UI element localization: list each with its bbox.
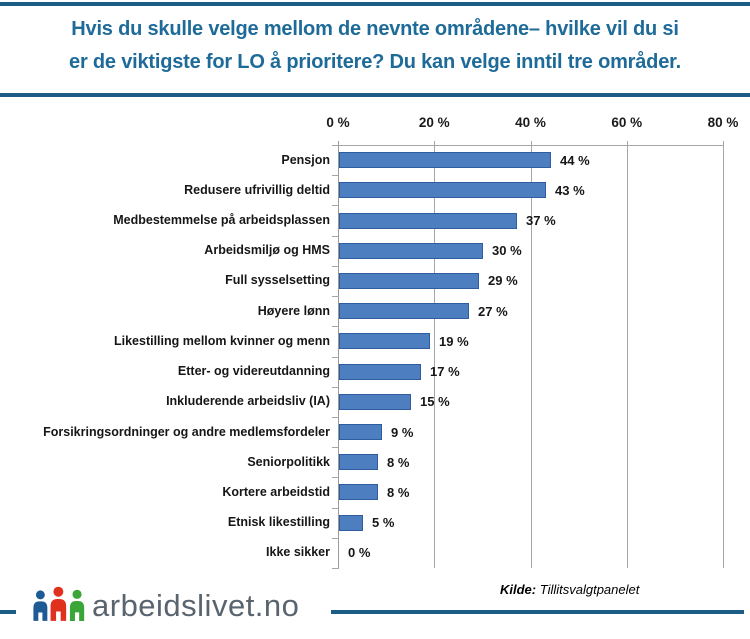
category-axis-tick <box>332 326 339 327</box>
value-label: 29 % <box>488 273 518 288</box>
category-axis-tick <box>332 205 339 206</box>
three-people-icon <box>33 586 85 621</box>
category-axis-tick <box>332 538 339 539</box>
value-axis-line <box>332 145 724 146</box>
logo-text: arbeidslivet.no <box>92 588 300 623</box>
bar <box>339 333 430 349</box>
value-label: 15 % <box>420 394 450 409</box>
category-axis-tick <box>332 145 339 146</box>
category-axis-tick <box>332 387 339 388</box>
category-label: Arbeidsmiljø og HMS <box>204 243 330 257</box>
bar <box>339 484 378 500</box>
value-label: 8 % <box>387 455 410 470</box>
category-axis-line <box>338 141 339 568</box>
category-axis-tick <box>332 447 339 448</box>
category-label: Inkluderende arbeidsliv (IA) <box>166 394 330 408</box>
category-axis-tick <box>332 508 339 509</box>
value-label: 30 % <box>492 243 522 258</box>
bar <box>339 454 378 470</box>
footer-right-rule <box>331 610 744 614</box>
value-axis-tick-label: 60 % <box>611 115 643 130</box>
bar <box>339 364 421 380</box>
gridline <box>434 141 435 568</box>
category-label: Full sysselsetting <box>225 273 330 287</box>
value-label: 43 % <box>555 183 585 198</box>
category-axis-tick <box>332 266 339 267</box>
value-label: 9 % <box>391 425 414 440</box>
title-bottom-rule <box>0 93 750 97</box>
value-label: 0 % <box>348 545 371 560</box>
category-label: Ikke sikker <box>266 545 330 559</box>
source-text: Tillitsvalgtpanelet <box>539 582 640 597</box>
question-title: Hvis du skulle velge mellom de nevnte om… <box>0 13 750 79</box>
value-label: 37 % <box>526 213 556 228</box>
value-axis-tick-label: 0 % <box>326 115 350 130</box>
category-axis-tick <box>332 568 339 569</box>
category-axis-tick <box>332 296 339 297</box>
bar <box>339 243 483 259</box>
category-label: Etter- og videreutdanning <box>177 364 330 378</box>
gridline <box>627 141 628 568</box>
value-label: 44 % <box>560 153 590 168</box>
source-note: Kilde: Tillitsvalgtpanelet <box>500 582 639 597</box>
category-axis-tick <box>332 357 339 358</box>
bar <box>339 273 479 289</box>
bar <box>339 303 469 319</box>
value-axis-tick-label: 20 % <box>418 115 450 130</box>
value-label: 27 % <box>478 304 508 319</box>
category-axis-tick <box>332 175 339 176</box>
question-title-line1: Hvis du skulle velge mellom de nevnte om… <box>71 18 679 40</box>
person-green-icon <box>69 589 85 621</box>
category-label: Høyere lønn <box>257 304 330 318</box>
category-label: Etnisk likestilling <box>227 515 330 529</box>
value-axis-tick-label: 40 % <box>515 115 546 130</box>
category-label: Medbestemmelse på arbeidsplassen <box>113 213 330 227</box>
bar <box>339 213 517 229</box>
category-label: Forsikringsordninger og andre medlemsfor… <box>43 425 330 439</box>
value-label: 19 % <box>439 334 469 349</box>
value-label: 17 % <box>430 364 460 379</box>
value-label: 8 % <box>387 485 410 500</box>
bar <box>339 515 363 531</box>
gridline <box>723 141 724 568</box>
category-label: Kortere arbeidstid <box>222 485 330 499</box>
footer-left-dash <box>0 610 16 614</box>
question-title-line2: er de viktigste for LO å prioritere? Du … <box>69 51 681 73</box>
category-axis-tick <box>332 477 339 478</box>
category-axis-tick <box>332 417 339 418</box>
category-label: Redusere ufrivillig deltid <box>184 183 330 197</box>
category-label: Pensjon <box>281 153 330 167</box>
bar <box>339 394 411 410</box>
bar <box>339 424 382 440</box>
category-label: Seniorpolitikk <box>247 455 330 469</box>
top-rule <box>0 2 750 6</box>
gridline <box>531 141 532 568</box>
person-red-icon <box>50 586 67 621</box>
category-label: Likestilling mellom kvinner og menn <box>113 334 330 348</box>
bar <box>339 152 551 168</box>
category-axis-tick <box>332 236 339 237</box>
value-label: 5 % <box>372 515 395 530</box>
bar <box>339 182 546 198</box>
value-axis-tick-label: 80 % <box>707 115 739 130</box>
source-label: Kilde: <box>500 582 537 597</box>
person-blue-icon <box>33 590 48 621</box>
